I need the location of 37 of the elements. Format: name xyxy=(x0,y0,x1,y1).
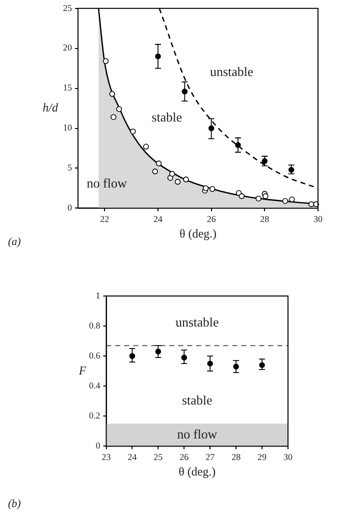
x-tick-label: 30 xyxy=(314,214,323,224)
y-tick-label: 0.8 xyxy=(89,320,101,330)
x-tick-label: 22 xyxy=(100,214,110,224)
band-label: no flow xyxy=(177,426,218,442)
y-axis-title: h/d xyxy=(42,100,59,114)
annotation: no flow xyxy=(86,176,128,191)
y-tick-label: 0.2 xyxy=(89,410,100,421)
x-tick-label: 26 xyxy=(206,214,216,224)
x-tick-label: 30 xyxy=(284,452,293,462)
x-axis-title: θ (deg.) xyxy=(179,226,217,240)
x-tick-label: 29 xyxy=(258,452,268,462)
text: (a) xyxy=(8,236,22,248)
annotation: unstable xyxy=(210,64,254,79)
y-tick-label: 0 xyxy=(68,202,72,213)
text: (b) xyxy=(8,498,22,510)
y-tick-label: 0.4 xyxy=(89,380,101,390)
x-tick-label: 23 xyxy=(102,452,112,462)
y-axis-title: F xyxy=(78,363,87,378)
x-tick-label: 25 xyxy=(154,452,164,462)
x-axis-title: θ (deg.) xyxy=(178,464,216,478)
annotation: stable xyxy=(182,392,213,408)
y-tick-label: 1 xyxy=(96,290,100,300)
y-tick-label: 20 xyxy=(63,42,72,53)
x-tick-label: 24 xyxy=(154,214,163,224)
annotation: unstable xyxy=(175,314,220,330)
y-tick-label: 25 xyxy=(63,2,72,13)
y-tick-label: 10 xyxy=(63,122,72,133)
y-tick-label: 0 xyxy=(96,440,101,451)
annotation: stable xyxy=(152,110,182,125)
x-tick-label: 28 xyxy=(260,214,270,224)
y-tick-label: 5 xyxy=(68,162,72,173)
y-tick-label: 15 xyxy=(63,82,72,93)
x-tick-label: 28 xyxy=(232,452,242,462)
x-tick-label: 24 xyxy=(128,452,138,462)
y-tick-label: 0.6 xyxy=(89,350,101,360)
x-tick-label: 26 xyxy=(180,452,190,462)
x-tick-label: 27 xyxy=(206,452,216,462)
